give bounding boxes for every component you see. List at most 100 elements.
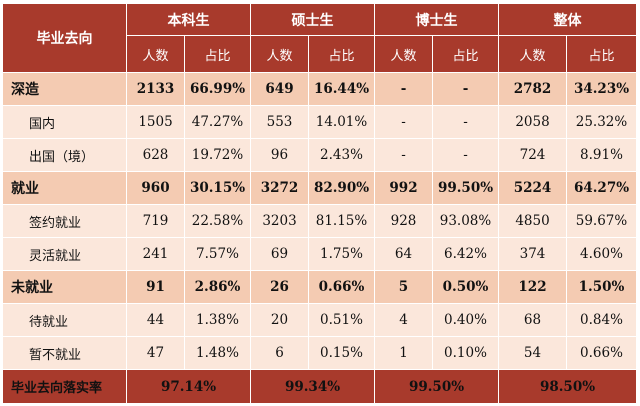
ratio-cell: 82.90% [308,171,375,205]
ratio-cell: 0.15% [308,336,375,370]
ratio-cell: 19.72% [184,138,251,172]
ratio-cell: 0.40% [432,303,499,337]
count-cell: 91 [126,270,185,304]
count-cell: 960 [126,171,185,205]
count-cell: 1505 [126,105,185,139]
ratio-cell: - [432,138,499,172]
ratio-cell: 47.27% [184,105,251,139]
count-cell: 2782 [498,72,567,106]
ratio-cell: 0.50% [432,270,499,304]
row-label: 待就业 [2,303,127,337]
ratio-cell: 64.27% [566,171,637,205]
ratio-cell: 6.42% [432,237,499,271]
footer-label: 毕业去向落实率 [2,369,127,404]
header-row-sub: 人数 占比 人数 占比 人数 占比 人数 占比 [3,35,637,73]
table-row: 未就业 91 2.86% 26 0.66% 5 0.50% 122 1.50% [2,270,637,304]
count-cell: 4 [374,303,433,337]
ratio-cell: 59.67% [566,204,637,238]
ratio-cell: 30.15% [184,171,251,205]
sub-header-count: 人数 [498,35,567,73]
count-cell: 96 [250,138,309,172]
row-label: 签约就业 [2,204,127,238]
table-row: 待就业 44 1.38% 20 0.51% 4 0.40% 68 0.84% [2,303,637,337]
ratio-cell: 16.44% [308,72,375,106]
count-cell: - [374,105,433,139]
sub-header-ratio: 占比 [432,35,499,73]
count-cell: 2058 [498,105,567,139]
row-label: 国内 [2,105,127,139]
row-label: 未就业 [2,270,127,304]
row-label: 灵活就业 [2,237,127,271]
row-label: 就业 [2,171,127,205]
ratio-cell: 1.50% [566,270,637,304]
ratio-cell: 1.38% [184,303,251,337]
group-header-undergrad: 本科生 [126,3,251,36]
count-cell: - [374,138,433,172]
count-cell: 928 [374,204,433,238]
count-cell: 241 [126,237,185,271]
ratio-cell: 8.91% [566,138,637,172]
count-cell: 649 [250,72,309,106]
count-cell: 374 [498,237,567,271]
ratio-cell: 0.66% [308,270,375,304]
ratio-cell: 1.48% [184,336,251,370]
count-cell: 20 [250,303,309,337]
count-cell: 26 [250,270,309,304]
count-cell: 69 [250,237,309,271]
group-header-master: 硕士生 [250,3,375,36]
footer-row: 毕业去向落实率 97.14% 99.34% 99.50% 98.50% [2,369,637,404]
count-cell: 2133 [126,72,185,106]
count-cell: 54 [498,336,567,370]
corner-label: 毕业去向 [2,3,127,73]
table-row: 国内 1505 47.27% 553 14.01% - -2058 25.32% [2,105,637,139]
count-cell: 992 [374,171,433,205]
count-cell: 68 [498,303,567,337]
count-cell: 1 [374,336,433,370]
count-cell: 5 [374,270,433,304]
count-cell: 5224 [498,171,567,205]
count-cell: 4850 [498,204,567,238]
sub-header-ratio: 占比 [184,35,251,73]
group-header-phd: 博士生 [374,3,499,36]
count-cell: 64 [374,237,433,271]
table-row: 暂不就业 47 1.48% 6 0.15% 1 0.10% 54 0.66% [2,336,637,370]
count-cell: 6 [250,336,309,370]
ratio-cell: 99.50% [432,171,499,205]
group-header-overall: 整体 [498,3,637,36]
row-label: 出国（境） [2,138,127,172]
ratio-cell: 4.60% [566,237,637,271]
ratio-cell: 81.15% [308,204,375,238]
sub-header-ratio: 占比 [566,35,637,73]
ratio-cell: 0.66% [566,336,637,370]
count-cell: 122 [498,270,567,304]
graduation-destination-table: 毕业去向 本科生 硕士生 博士生 整体 人数 占比 人数 占比 人数 占比 人数… [2,3,637,404]
count-cell: 553 [250,105,309,139]
count-cell: 724 [498,138,567,172]
ratio-cell: 0.51% [308,303,375,337]
placement-rate-cell: 98.50% [498,369,637,404]
sub-header-count: 人数 [374,35,433,73]
ratio-cell: 25.32% [566,105,637,139]
row-label: 暂不就业 [2,336,127,370]
placement-rate-cell: 97.14% [126,369,251,404]
sub-header-count: 人数 [250,35,309,73]
placement-rate-cell: 99.34% [250,369,375,404]
ratio-cell: 93.08% [432,204,499,238]
count-cell: 719 [126,204,185,238]
table-row: 出国（境） 628 19.72% 96 2.43% - -724 8.91% [2,138,637,172]
ratio-cell: 14.01% [308,105,375,139]
ratio-cell: 7.57% [184,237,251,271]
count-cell: 47 [126,336,185,370]
ratio-cell: 0.10% [432,336,499,370]
count-cell: 44 [126,303,185,337]
ratio-cell: 34.23% [566,72,637,106]
table-row: 签约就业 719 22.58% 3203 81.15% 928 93.08% 4850 59.6… [2,204,637,238]
sub-header-count: 人数 [126,35,185,73]
count-cell: 3203 [250,204,309,238]
ratio-cell: 0.84% [566,303,637,337]
ratio-cell: 66.99% [184,72,251,106]
ratio-cell: 2.43% [308,138,375,172]
count-cell: 628 [126,138,185,172]
table-row: 深造 2133 66.99% 649 16.44% - -2782 34.23% [2,72,637,106]
